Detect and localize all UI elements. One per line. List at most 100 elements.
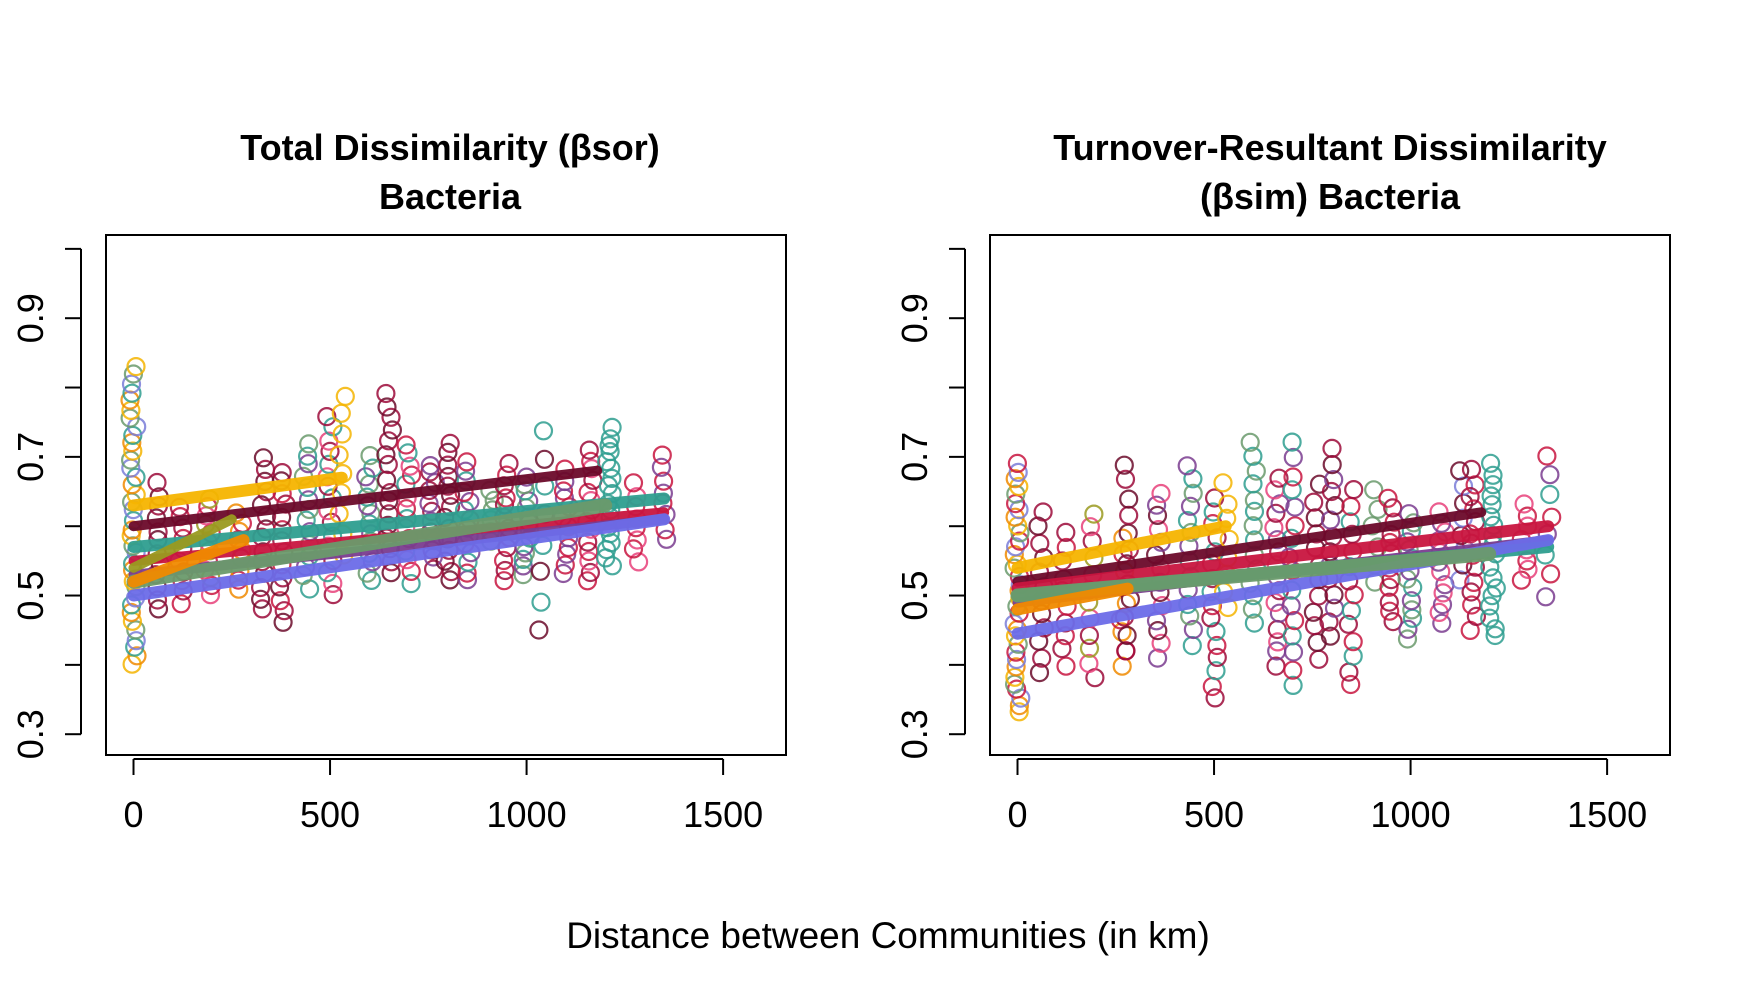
data-point <box>123 441 143 461</box>
data-point <box>494 571 514 591</box>
data-point <box>1243 474 1263 494</box>
data-point <box>1207 635 1227 656</box>
data-point <box>1343 646 1363 666</box>
data-point <box>602 417 622 437</box>
data-point <box>1009 702 1029 722</box>
data-point <box>628 552 649 572</box>
data-point <box>1115 469 1136 489</box>
data-point <box>653 471 674 491</box>
data-point <box>600 429 621 449</box>
data-point <box>376 383 396 404</box>
panel-title-line-1: Turnover-Resultant Dissimilarity <box>1053 127 1606 168</box>
x-tick-label: 1500 <box>683 794 763 835</box>
regression-line <box>1011 520 1232 574</box>
data-point <box>255 459 276 479</box>
data-point <box>329 445 349 465</box>
data-point <box>1183 619 1204 640</box>
data-point <box>534 449 555 469</box>
data-point <box>438 442 458 462</box>
plot-frame <box>105 234 787 756</box>
data-point <box>1485 619 1505 639</box>
data-point <box>121 374 142 394</box>
data-point <box>1536 587 1556 607</box>
data-point <box>1460 487 1480 507</box>
data-point <box>1244 613 1265 633</box>
regression-line <box>127 471 348 512</box>
data-point <box>494 550 514 571</box>
data-point <box>1282 480 1302 500</box>
data-point <box>1450 570 1470 590</box>
x-tick-label: 0 <box>123 794 143 835</box>
data-point <box>320 441 340 461</box>
data-point <box>1480 608 1500 628</box>
data-point <box>553 563 573 584</box>
data-point <box>1244 490 1265 510</box>
data-point <box>1432 613 1452 633</box>
x-axis-label: Distance between Communities (in km) <box>566 915 1210 956</box>
data-point <box>1537 446 1557 466</box>
plot-area <box>120 357 677 674</box>
data-point <box>1006 649 1027 670</box>
data-point <box>1432 594 1453 615</box>
data-point <box>1321 481 1342 502</box>
data-point <box>1324 470 1344 490</box>
data-point <box>1008 462 1028 482</box>
data-point <box>1148 620 1168 641</box>
plot-frame <box>989 234 1671 756</box>
y-tick-label: 0.9 <box>894 293 935 343</box>
data-point <box>456 461 476 481</box>
data-point <box>252 599 272 619</box>
data-point <box>1338 614 1359 634</box>
data-point <box>1325 496 1345 516</box>
data-point <box>400 456 420 476</box>
data-point <box>1206 621 1226 642</box>
data-point <box>440 433 460 453</box>
data-point <box>1079 653 1099 674</box>
data-point <box>1283 447 1303 468</box>
data-point <box>1378 488 1398 508</box>
data-point <box>1240 432 1260 452</box>
data-point <box>579 440 599 460</box>
panel-title-line-2: (βsim) Bacteria <box>1200 176 1461 217</box>
data-point <box>274 601 294 621</box>
data-point <box>1207 647 1227 668</box>
data-point <box>1283 642 1304 662</box>
data-point <box>599 436 619 456</box>
data-point <box>602 468 622 488</box>
data-point <box>1205 688 1225 708</box>
data-point <box>1183 469 1203 489</box>
data-point <box>1402 600 1422 620</box>
data-point <box>1322 438 1342 458</box>
data-point <box>656 529 677 549</box>
y-tick-label: 0.7 <box>894 432 935 482</box>
data-point <box>600 442 620 462</box>
x-tick-label: 1000 <box>1371 794 1451 835</box>
data-point <box>1540 465 1560 485</box>
data-point <box>126 631 146 651</box>
data-point <box>651 457 672 477</box>
data-point <box>377 397 397 417</box>
data-point <box>529 620 549 640</box>
data-point <box>317 407 337 427</box>
data-point <box>1540 564 1561 584</box>
panel-title-line-1: Total Dissimilarity (βsor) <box>240 127 659 168</box>
data-point <box>251 589 271 609</box>
panel-turnover-dissimilarity: Turnover-Resultant Dissimilarity (βsim) … <box>894 127 1671 835</box>
data-point <box>1052 638 1072 659</box>
data-point <box>402 465 422 485</box>
data-point <box>270 591 290 611</box>
data-point <box>1483 568 1503 588</box>
data-point <box>398 443 418 463</box>
data-point <box>1304 616 1325 636</box>
data-point <box>1119 489 1139 509</box>
x-tick-label: 1500 <box>1567 794 1647 835</box>
data-point <box>458 552 478 572</box>
data-point <box>1005 537 1026 557</box>
data-point <box>1183 483 1203 503</box>
data-point <box>122 383 142 403</box>
data-point <box>1486 578 1506 598</box>
data-point <box>1213 473 1233 493</box>
data-point <box>1383 611 1403 632</box>
data-point <box>1177 456 1197 476</box>
data-point <box>1368 499 1388 519</box>
